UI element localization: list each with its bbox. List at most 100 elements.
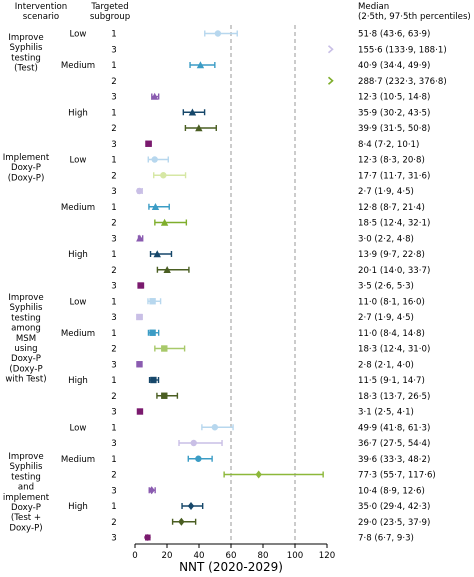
subgroup-label: 2 bbox=[111, 518, 116, 528]
subgroup-label: 3 bbox=[111, 187, 116, 197]
median-value-label: 18·3 (12·4, 31·0) bbox=[358, 345, 430, 355]
subgroup-label: 1 bbox=[111, 203, 116, 213]
subgroup-label: 3 bbox=[111, 234, 116, 244]
median-value-label: 2·7 (1·9, 4·5) bbox=[358, 187, 414, 197]
subgroup-label: 1 bbox=[111, 329, 116, 339]
subgroup-label: 3 bbox=[111, 282, 116, 292]
subgroup-label: 1 bbox=[111, 108, 116, 118]
scenario-label-line: Improve bbox=[8, 33, 43, 43]
median-value-label: 49·9 (41·8, 61·3) bbox=[358, 423, 430, 433]
median-marker bbox=[136, 187, 143, 195]
level-label: High bbox=[68, 502, 88, 512]
x-tick-label: 80 bbox=[258, 551, 269, 561]
subgroup-label: 2 bbox=[111, 345, 116, 355]
median-value-label: 2·7 (1·9, 4·5) bbox=[358, 313, 414, 323]
level-label: High bbox=[68, 108, 88, 118]
median-value-label: 51·8 (43·6, 63·9) bbox=[358, 30, 430, 40]
median-value-label: 39·9 (31·5, 50·8) bbox=[358, 124, 430, 134]
level-label: High bbox=[68, 250, 88, 260]
x-tick-label: 40 bbox=[194, 551, 205, 561]
median-value-label: 11·0 (8·1, 16·0) bbox=[358, 297, 425, 307]
subgroup-label: 2 bbox=[111, 471, 116, 481]
median-marker bbox=[190, 439, 197, 447]
median-marker bbox=[188, 108, 197, 116]
median-value-label: 36·7 (27·5, 54·4) bbox=[358, 439, 430, 449]
median-marker bbox=[187, 502, 195, 510]
level-label: High bbox=[68, 376, 88, 386]
level-label: Medium bbox=[61, 203, 95, 213]
median-marker bbox=[151, 156, 158, 163]
row-labels: Low 1 51·8 (43·6, 63·9) 3 155·6 (133·9, 188·… bbox=[3, 30, 447, 544]
offscale-marker bbox=[327, 45, 334, 54]
subgroup-label: 2 bbox=[111, 77, 116, 87]
level-label: Medium bbox=[61, 329, 95, 339]
median-marker bbox=[195, 124, 203, 132]
median-marker bbox=[211, 424, 219, 431]
median-marker bbox=[149, 329, 156, 336]
median-marker bbox=[137, 282, 144, 289]
median-value-label: 2·8 (2·1, 4·0) bbox=[358, 360, 414, 370]
median-marker bbox=[160, 172, 167, 179]
offscale-marker bbox=[327, 76, 334, 85]
subgroup-label: 1 bbox=[111, 156, 116, 166]
x-tick-label: 60 bbox=[226, 551, 237, 561]
header-median-line1: Median bbox=[358, 2, 389, 12]
median-marker bbox=[144, 534, 151, 541]
median-value-label: 18·3 (13·7, 26·5) bbox=[358, 392, 430, 402]
subgroup-label: 1 bbox=[111, 30, 116, 40]
median-marker bbox=[136, 234, 144, 242]
scenario-label-line: testing bbox=[11, 53, 41, 63]
median-value-label: 40·9 (34·4, 49·9) bbox=[358, 61, 430, 71]
x-tick-label: 20 bbox=[162, 551, 173, 561]
scenario-label-line: MSM bbox=[16, 334, 36, 344]
x-tick-label: 0 bbox=[132, 551, 137, 561]
median-value-label: 35·9 (30·2, 43·5) bbox=[358, 108, 430, 118]
subgroup-label: 3 bbox=[111, 313, 116, 323]
median-value-label: 11·5 (9·1, 14·7) bbox=[358, 376, 425, 386]
median-value-label: 8·4 (7·2, 10·1) bbox=[358, 140, 419, 150]
median-value-label: 3·0 (2·2, 4·8) bbox=[358, 234, 414, 244]
median-marker bbox=[161, 392, 168, 399]
subgroup-label: 3 bbox=[111, 486, 116, 496]
subgroup-label: 3 bbox=[111, 439, 116, 449]
median-value-label: 155·6 (133·9, 188·1) bbox=[358, 45, 447, 55]
subgroup-label: 2 bbox=[111, 266, 116, 276]
subgroup-label: 1 bbox=[111, 250, 116, 260]
scenario-label-line: Improve bbox=[8, 452, 43, 462]
median-marker bbox=[150, 376, 157, 384]
header-scenario-line2: scenario bbox=[23, 12, 59, 22]
header-scenario-line1: Intervention bbox=[15, 2, 67, 12]
median-marker bbox=[136, 361, 143, 368]
subgroup-label: 3 bbox=[111, 360, 116, 370]
median-value-label: 10·4 (8·9, 12·6) bbox=[358, 486, 425, 496]
median-marker bbox=[214, 30, 222, 37]
median-marker bbox=[178, 517, 185, 526]
scenario-label-line: implement bbox=[3, 493, 50, 503]
scenario-label-line: Doxy-P bbox=[11, 163, 41, 173]
subgroup-label: 2 bbox=[111, 124, 116, 134]
subgroup-label: 3 bbox=[111, 45, 116, 55]
scenario-label-line: among bbox=[11, 324, 41, 334]
median-marker bbox=[150, 92, 159, 100]
median-value-label: 3·5 (2·6, 5·3) bbox=[358, 282, 414, 292]
subgroup-label: 1 bbox=[111, 455, 116, 465]
median-marker bbox=[196, 61, 205, 69]
subgroup-label: 3 bbox=[111, 140, 116, 150]
x-axis: 0 20 40 60 80 100 120 bbox=[132, 543, 335, 561]
subgroup-label: 2 bbox=[111, 219, 116, 229]
median-value-label: 12·3 (10·5, 14·8) bbox=[358, 93, 430, 103]
subgroup-label: 1 bbox=[111, 297, 116, 307]
median-value-label: 35·0 (29·4, 42·3) bbox=[358, 502, 430, 512]
subgroup-label: 3 bbox=[111, 534, 116, 544]
level-label: Medium bbox=[61, 455, 95, 465]
x-axis-label: NNT (2020-2029) bbox=[179, 560, 283, 574]
median-value-label: 11·0 (8·4, 14·8) bbox=[358, 329, 425, 339]
level-label: Low bbox=[70, 30, 87, 40]
median-marker bbox=[153, 250, 161, 258]
median-value-label: 12·8 (8·7, 21·4) bbox=[358, 203, 425, 213]
subgroup-label: 3 bbox=[111, 408, 116, 418]
subgroup-label: 2 bbox=[111, 392, 116, 402]
scenario-label-line: Implement bbox=[3, 153, 50, 163]
subgroup-label: 1 bbox=[111, 61, 116, 71]
